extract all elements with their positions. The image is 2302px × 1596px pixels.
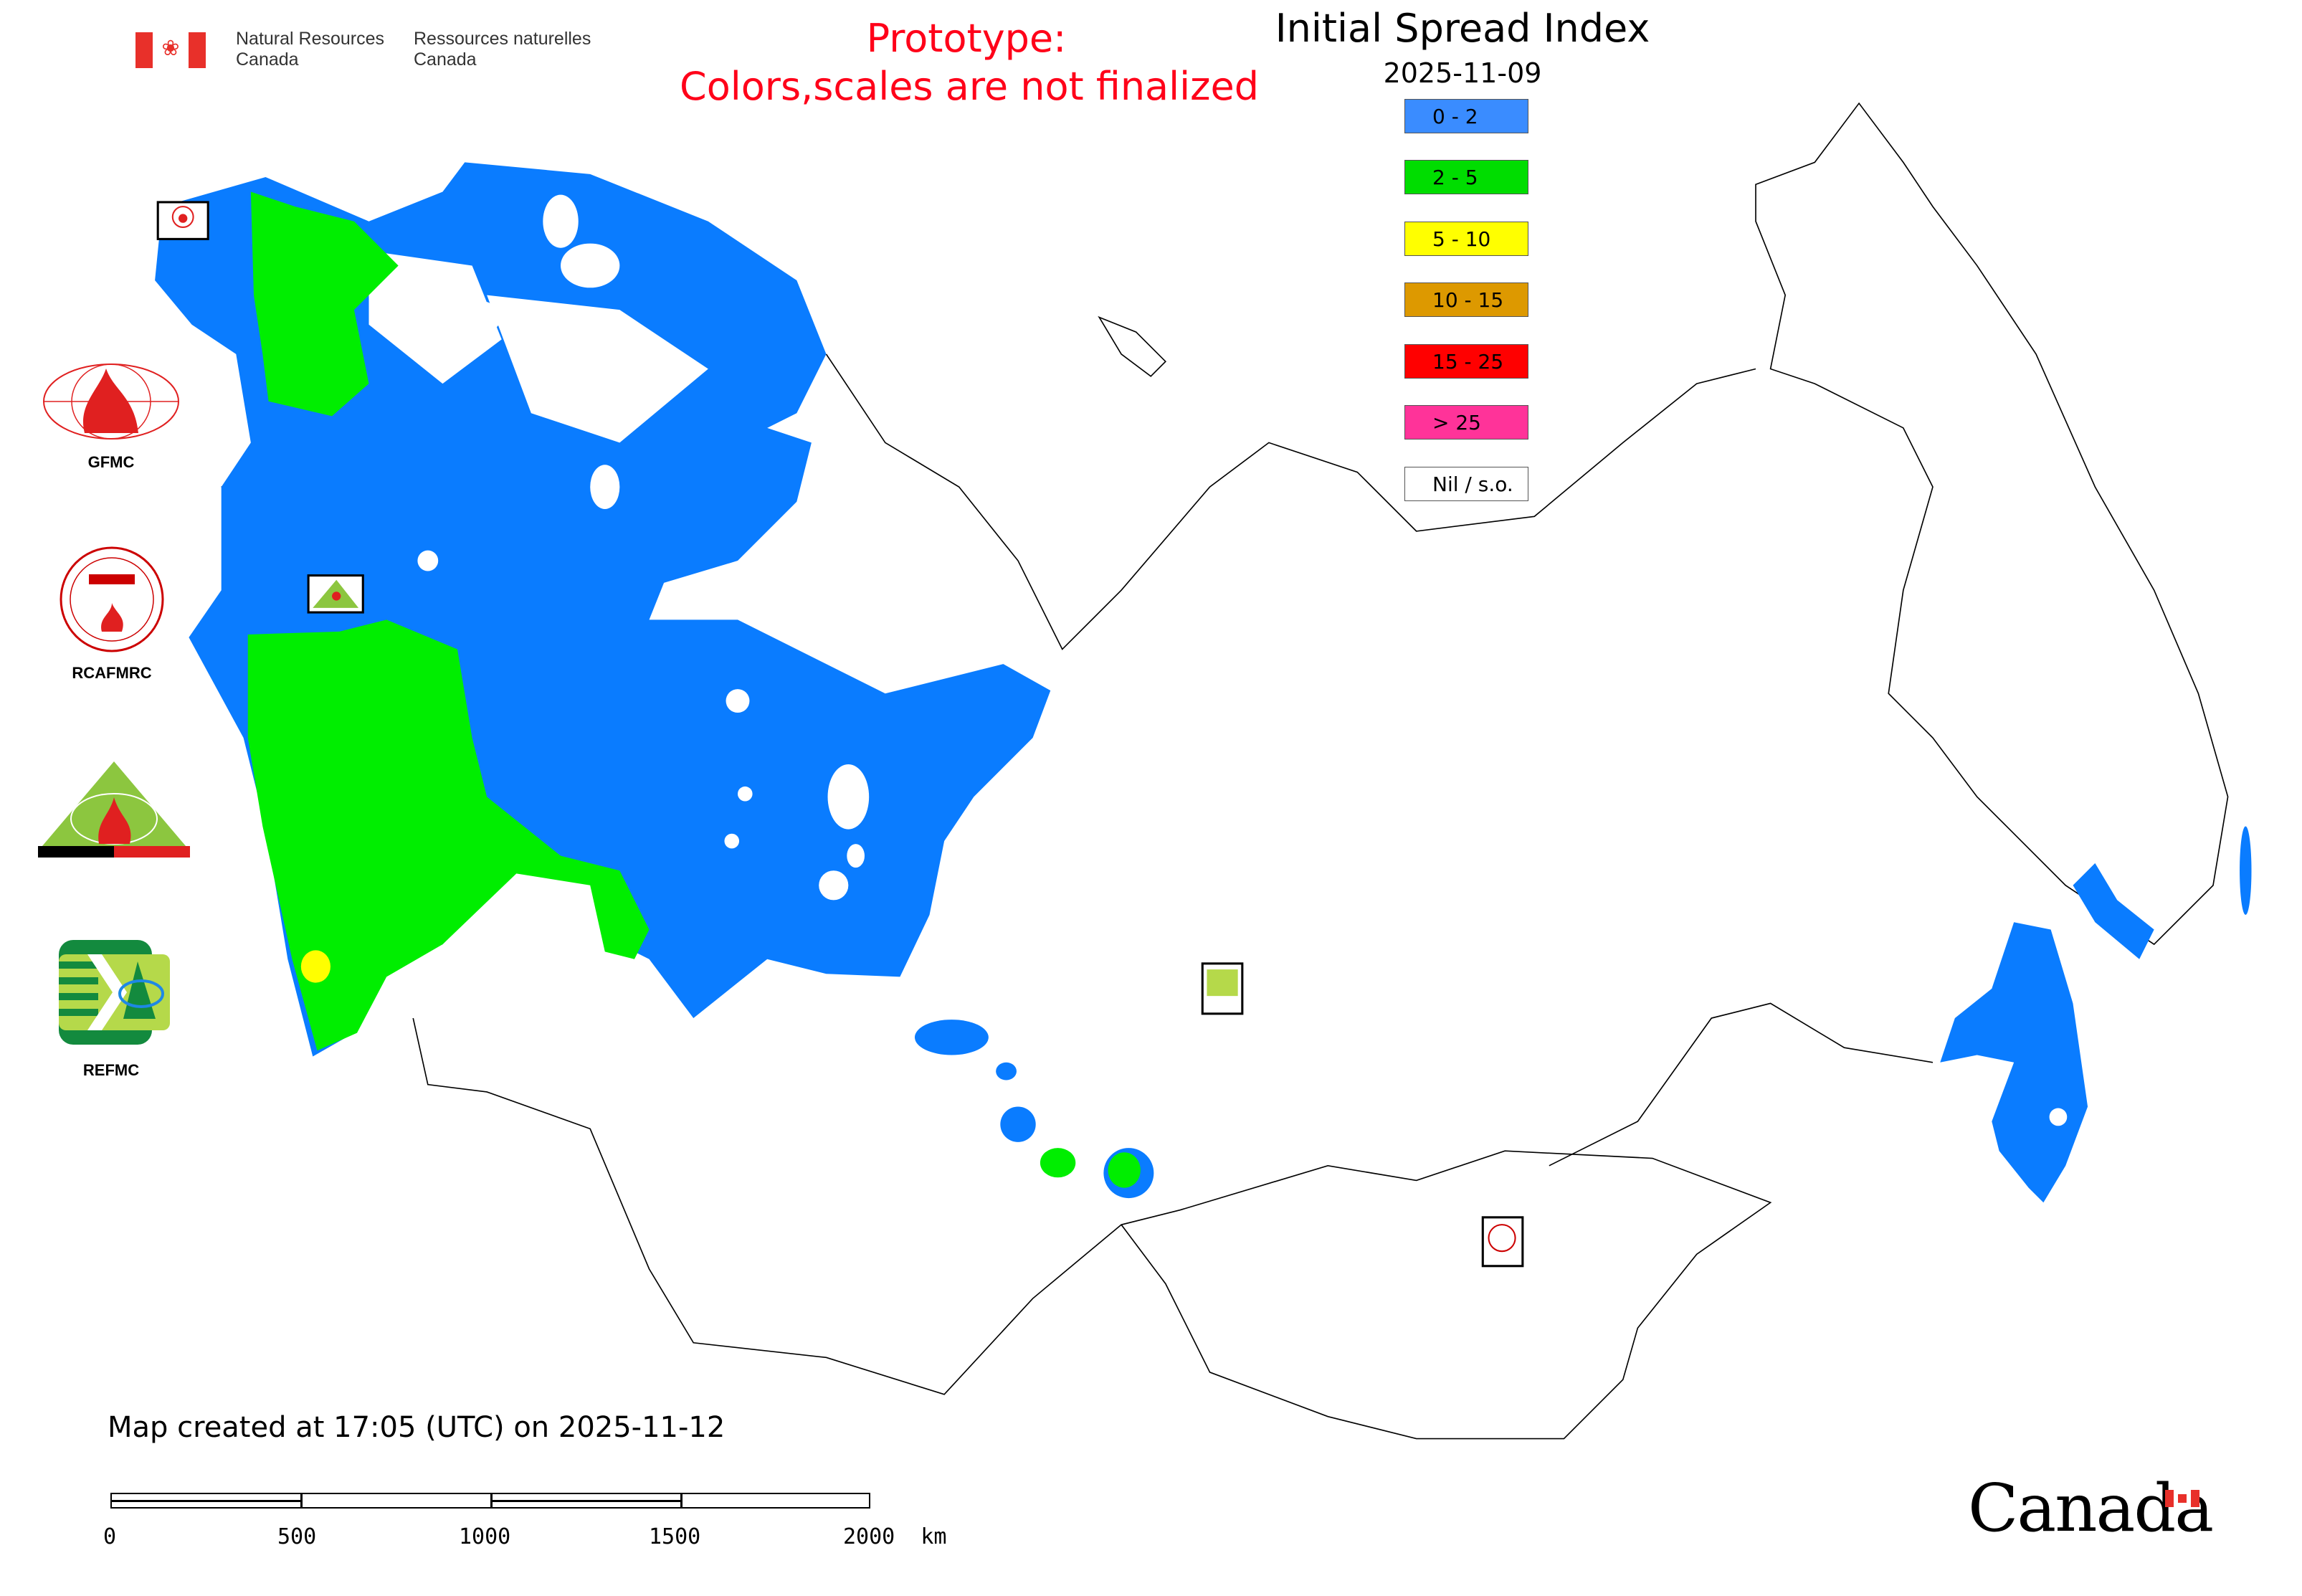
arctic-coast-outline [825,353,1756,650]
rcafmrc-label: RCAFMRC [72,664,152,682]
rcafmrc-map-marker[interactable] [1481,1216,1524,1268]
refmc-label: REFMC [82,1061,140,1079]
canada-flag-icon: ❀ [135,32,206,68]
scale-label-500: 500 [277,1524,317,1549]
south-border-outline [412,1017,1772,1440]
scale-label-0: 0 [103,1524,117,1549]
scale-label-1000: 1000 [459,1524,511,1549]
reefmc-logo[interactable] [38,761,190,862]
agency-en-line2: Canada [236,49,299,70]
agency-name-fr: Ressources naturelles Canada [414,29,591,70]
map-created-timestamp: Map created at 17:05 (UTC) on 2025-11-12 [108,1411,726,1444]
legend-item-0-2: 0 - 2 [1404,99,1528,133]
isi-zone-5-10-spot [300,950,330,983]
lakes [295,194,870,901]
legend-title: Initial Spread Index [1275,6,1650,51]
island-blue-1 [914,1020,989,1055]
novaya-zemlya-outline [1098,315,1166,377]
scale-label-1500: 1500 [649,1524,701,1549]
legend-date: 2025-11-09 [1383,57,1542,89]
gfmc-logo[interactable] [42,361,181,442]
legend-item-15-25: 15 - 25 [1404,344,1528,379]
refmc-logo[interactable] [59,940,170,1045]
isi-zone-0-2-bay [2073,863,2154,959]
agency-fr-line1: Ressources naturelles [414,29,591,49]
prototype-line1: Prototype: [866,16,1067,61]
isi-zone-2-5-north [250,191,399,417]
wordmark-flag-icon [2165,1490,2199,1507]
legend-item-nil: Nil / s.o. [1404,467,1528,501]
island-blue-4 [2240,826,2252,915]
island-green-2-core [1108,1152,1141,1188]
legend-item-over-25: > 25 [1404,405,1528,440]
reefmc-map-marker[interactable] [307,574,364,614]
scale-label-2000: 2000 km [843,1524,947,1549]
legend-item-10-15: 10 - 15 [1404,282,1528,317]
refmc-map-marker[interactable] [1201,962,1244,1015]
far-east-coast-outline [1755,102,2229,946]
island-blue-3 [1000,1106,1036,1142]
canada-wordmark: Canada [1968,1470,2214,1547]
agency-en-line1: Natural Resources [236,29,385,49]
gfmc-label: GFMC [87,453,135,471]
isi-zone-0-2-east [1940,922,2088,1203]
scale-bar [110,1493,872,1510]
island-blue-2 [996,1062,1017,1080]
south-russia-border-outline [1549,1002,1934,1167]
legend-item-5-10: 5 - 10 [1404,222,1528,256]
agency-fr-line2: Canada [414,49,477,70]
isi-zone-2-5-west [247,619,650,1051]
rcafmrc-logo[interactable] [59,546,165,654]
prototype-notice: Prototype: Colors,scales are not finaliz… [680,16,1259,109]
agency-name-en: Natural Resources Canada [236,29,384,70]
island-green-1 [1040,1148,1076,1178]
legend-item-2-5: 2 - 5 [1404,160,1528,194]
prototype-line2: Colors,scales are not finalized [680,64,1259,109]
gfmc-map-marker[interactable] [156,201,209,240]
